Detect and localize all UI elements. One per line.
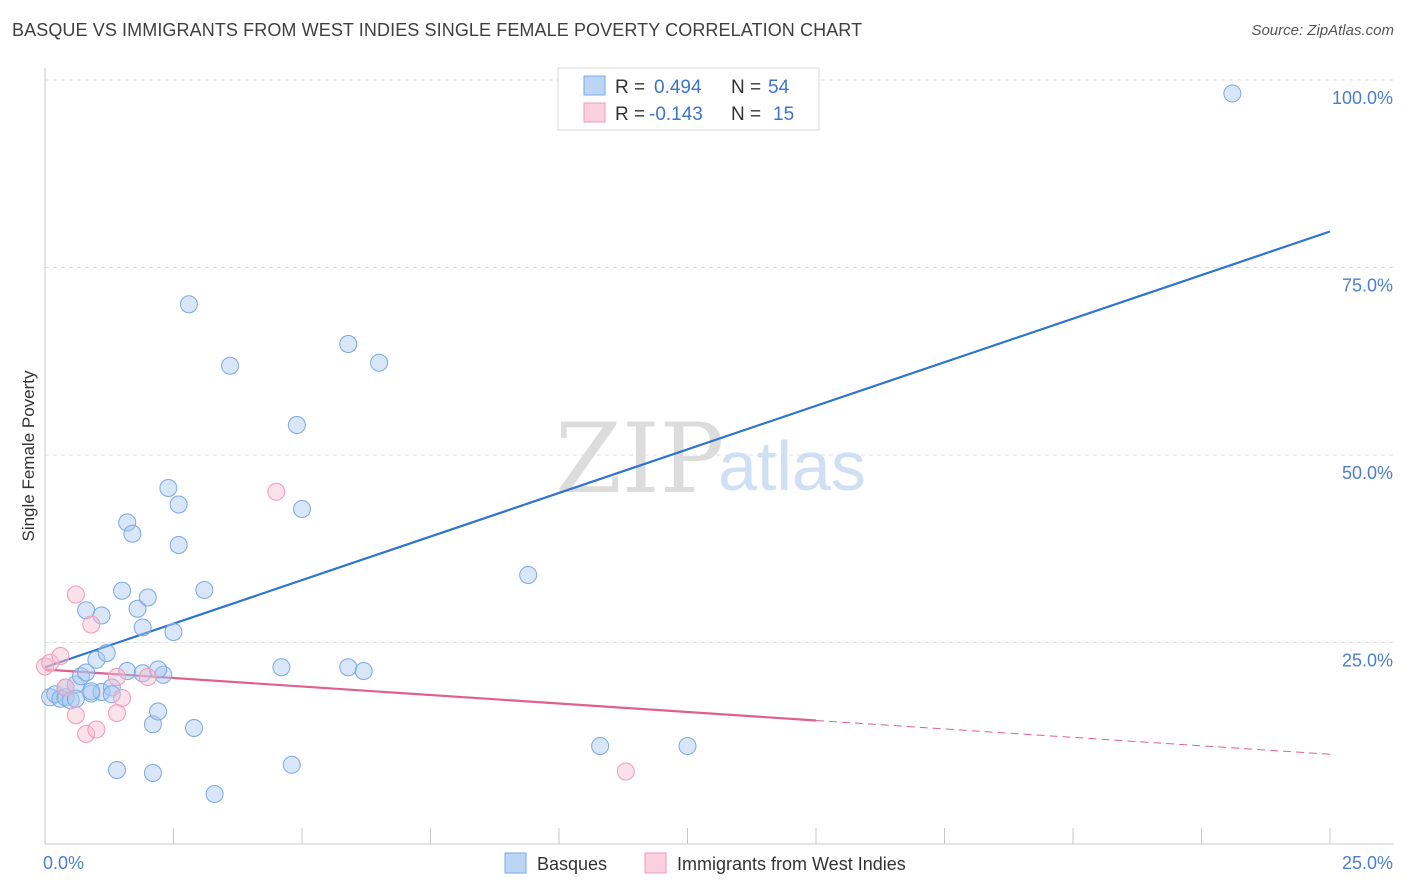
basques-point-12 — [92, 606, 111, 625]
basques-point-30 — [169, 495, 188, 514]
legend: R = 0.494 N = 54 R = -0.143 N = 15 — [557, 67, 820, 131]
basques-trend-line — [44, 230, 1331, 669]
west-indies-point-6 — [77, 725, 96, 743]
west-indies-point-8 — [87, 720, 106, 739]
basques-point-38 — [282, 755, 301, 774]
basques-point-23 — [138, 588, 157, 607]
y-axis-title: Single Female Poverty — [19, 370, 38, 542]
watermark: ZIP atlas — [555, 403, 866, 515]
basques-point-18 — [118, 513, 137, 532]
west-indies-point-12 — [138, 668, 157, 686]
west-indies-point-3 — [56, 678, 75, 697]
basques-point-53 — [82, 682, 101, 701]
west-indies-point-10 — [107, 668, 126, 686]
legend-swatch-west-indies — [583, 102, 606, 123]
basques-point-19 — [118, 662, 137, 680]
bottom-legend-label-west-indies: Immigrants from West Indies — [677, 854, 906, 874]
basques-point-52 — [149, 660, 168, 679]
basques-point-17 — [113, 581, 132, 600]
basques-point-10 — [87, 650, 106, 669]
basques-point-16 — [107, 761, 126, 779]
west-indies-point-14 — [616, 762, 635, 781]
basques-point-22 — [133, 618, 152, 637]
basques-point-39 — [287, 416, 306, 434]
basques-point-21 — [128, 599, 147, 618]
watermark-atlas: atlas — [718, 427, 866, 505]
legend-swatch-basques — [583, 75, 606, 96]
basques-point-46 — [591, 737, 610, 755]
y-tick-label-0: 100.0% — [1332, 88, 1393, 108]
basques-point-35 — [205, 785, 224, 803]
basques-point-40 — [293, 500, 311, 518]
west-indies-point-9 — [107, 704, 126, 722]
basques-point-45 — [519, 566, 538, 584]
bottom-legend-swatch-basques — [504, 852, 527, 874]
legend-r-value-2: -0.143 — [649, 104, 703, 125]
west-indies-point-13 — [267, 482, 286, 501]
x-tick-label-0: 0.0% — [43, 853, 84, 873]
y-tick-label-3: 25.0% — [1342, 651, 1393, 671]
legend-r-value-1: 0.494 — [654, 77, 702, 98]
legend-r-label-2: R = — [615, 104, 645, 125]
legend-n-value-1: 54 — [768, 77, 790, 98]
basques-point-47 — [678, 737, 697, 755]
basques-point-33 — [185, 719, 204, 737]
basques-point-48 — [1223, 84, 1242, 103]
chart-source: Source: ZipAtlas.com — [1251, 22, 1394, 39]
y-tick-label-1: 75.0% — [1342, 276, 1393, 296]
basques-point-37 — [272, 658, 291, 677]
basques-point-49 — [77, 663, 96, 682]
west-indies-point-2 — [51, 647, 70, 665]
west-indies-trend-line — [44, 668, 817, 722]
west-indies-point-1 — [41, 653, 60, 672]
west-indies-trend-line-extension — [815, 720, 1331, 755]
basques-point-20 — [123, 524, 142, 543]
trend-lines — [44, 230, 1331, 755]
tick-labels: 100.0% 75.0% 50.0% 25.0% 0.0% 25.0% — [43, 88, 1393, 873]
basques-point-15 — [102, 685, 121, 704]
west-indies-point-11 — [113, 689, 132, 707]
legend-n-label-1: N = — [731, 77, 761, 98]
x-tick-label-1: 25.0% — [1342, 853, 1393, 873]
west-indies-point-7 — [82, 615, 101, 634]
axes — [44, 68, 1394, 845]
basques-point-43 — [354, 662, 373, 680]
basques-point-32 — [179, 295, 198, 314]
grid-lines — [45, 79, 1394, 643]
basques-point-27 — [154, 665, 173, 684]
watermark-zip: ZIP — [555, 403, 724, 515]
west-indies-point-4 — [66, 706, 85, 725]
basques-point-31 — [169, 536, 188, 554]
legend-n-label-2: N = — [731, 104, 761, 125]
y-tick-label-2: 50.0% — [1342, 463, 1393, 483]
basques-point-34 — [195, 581, 214, 599]
bottom-legend-swatch-west-indies — [644, 852, 667, 874]
basques-point-42 — [339, 335, 358, 353]
basques-point-44 — [370, 353, 389, 372]
basques-point-28 — [159, 479, 178, 497]
basques-point-29 — [164, 623, 183, 641]
basques-point-25 — [143, 764, 162, 782]
bottom-legend: Basques Immigrants from West Indies — [504, 852, 906, 874]
basques-point-36 — [221, 356, 240, 375]
legend-n-value-2: 15 — [773, 104, 794, 125]
basques-point-13 — [97, 644, 116, 662]
chart-title: BASQUE VS IMMIGRANTS FROM WEST INDIES SI… — [12, 20, 863, 40]
west-indies-point-5 — [66, 585, 85, 604]
data-points — [36, 84, 1242, 803]
basques-point-41 — [339, 658, 358, 677]
bottom-legend-label-basques: Basques — [537, 854, 607, 874]
basques-point-26 — [149, 702, 168, 721]
legend-r-label-1: R = — [615, 77, 645, 98]
